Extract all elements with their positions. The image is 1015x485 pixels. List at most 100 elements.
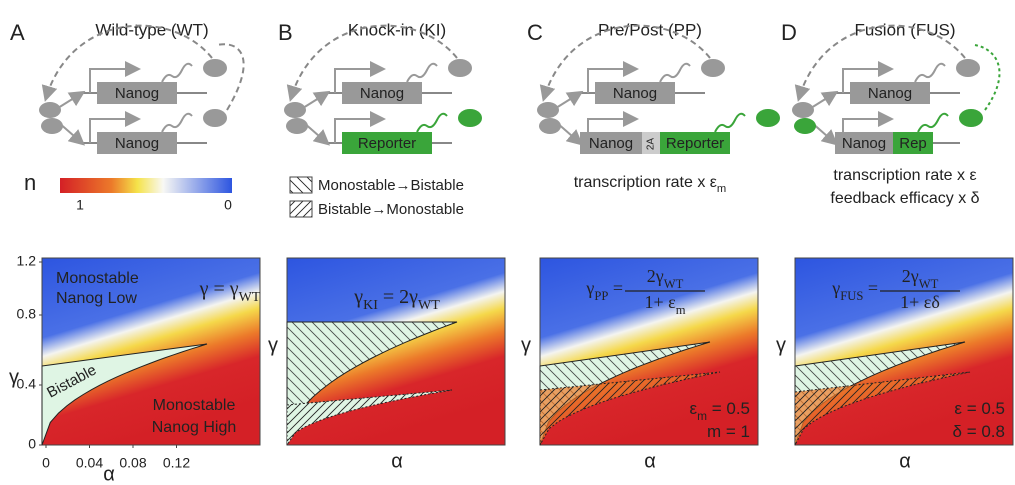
subscript: KI [363,298,378,313]
transcript [162,114,192,132]
parameter: ε = 0.5 [954,399,1005,418]
protein [792,102,814,118]
activation-arrow [58,93,82,108]
feedback-arc-fusion [975,45,999,110]
gene-label: Reporter [358,135,416,152]
note: transcription rate x εm [574,174,727,195]
activation-arrow [811,93,835,108]
gene-label: Nanog [613,85,657,102]
subscript: WT [418,298,440,313]
x-axis-label: α [644,450,656,472]
gene-label: Nanog [868,85,912,102]
subscript: WT [919,277,939,291]
region-label: Monostable [56,270,139,287]
panel-letter: B [278,20,293,45]
x-axis-label: α [103,463,115,485]
text-part: γ [585,278,594,298]
y-axis-label: γ [268,334,278,356]
feedback-arc [217,44,244,110]
text-part: feedback efficacy x δ [830,190,979,207]
text-part: 1+ εδ [900,292,940,312]
legend-swatch [290,201,312,217]
y-tick-label: 0.8 [17,306,37,322]
x-tick-label: 0.04 [76,455,103,471]
text-part: γ [199,278,209,300]
transcript [162,64,192,82]
legend-label: Bistable→Monostable [318,201,464,218]
subscript: m [676,303,686,317]
x-tick-label: 0.12 [163,455,190,471]
text-part: 1+ ε [644,292,676,312]
colorbar [60,178,232,193]
gene-label: Nanog [842,135,886,152]
region-label: Nanog High [152,419,237,436]
x-tick-label: 0.08 [119,455,146,471]
gene-label: 2A [646,138,657,151]
transcript [417,114,447,132]
transcript [915,64,945,82]
gene-label: Reporter [666,135,724,152]
activation-arrow [303,93,327,108]
x-axis-label: α [899,450,911,472]
text-part: ε = 0.5 [954,399,1005,418]
note: transcription rate x ε [833,167,976,184]
y-axis-label: γ [9,366,19,388]
gene-label: Nanog [115,135,159,152]
protein [448,59,472,77]
protein [39,102,61,118]
protein [284,102,306,118]
colorbar-label: n [24,170,36,195]
text-part: = [608,278,623,298]
parameter: m = 1 [707,422,750,441]
transcript [918,114,948,132]
protein [701,59,725,77]
panel-title: Wild-type (WT) [95,20,208,39]
protein [539,118,561,134]
legend-label: Monostable→Bistable [318,177,464,194]
protein [203,109,227,127]
region-label: Nanog Low [56,290,137,307]
protein [794,118,816,134]
panel-letter: C [527,20,543,45]
region-label: Monostable [153,397,236,414]
gene-label: Rep [899,135,927,152]
protein [286,118,308,134]
transcript [407,64,437,82]
text-part: = 0.5 [707,399,750,418]
text-part: 2γ [902,266,919,286]
subscript: FUS [840,289,863,303]
subscript: m [717,183,726,195]
transcript [715,114,745,132]
text-part: γ [831,278,840,298]
gene-label: Nanog [115,85,159,102]
y-tick-label: 0 [28,436,36,452]
protein [458,109,482,127]
y-tick-label: 1.2 [17,253,37,269]
text-part: δ = 0.8 [953,422,1005,441]
protein [756,109,780,127]
subscript: WT [664,277,684,291]
text-part: = γ [208,278,238,300]
y-axis-label: γ [776,334,786,356]
text-part: = 2γ [378,286,418,308]
colorbar-tick-label: 1 [76,197,84,213]
activation-arrow [556,93,580,108]
protein [956,59,980,77]
colorbar-tick-label: 0 [224,197,232,213]
x-axis-label: α [391,450,403,472]
protein [203,59,227,77]
text-part: 2γ [647,266,664,286]
transcript [660,64,690,82]
gene-label: Nanog [589,135,633,152]
panel-letter: A [10,20,25,45]
text-part: = [863,278,878,298]
equation-denominator: 1+ εδ [900,292,940,312]
text-part: transcription rate x ε [574,174,717,191]
protein [41,118,63,134]
panel-title: Pre/Post (PP) [598,20,702,39]
figure: AWild-type (WT)NanogNanogγ = γWTMonostab… [0,0,1015,485]
text-part: γ [353,286,363,308]
legend-swatch [290,177,312,193]
subscript: WT [239,290,261,305]
text-part: transcription rate x ε [833,167,976,184]
